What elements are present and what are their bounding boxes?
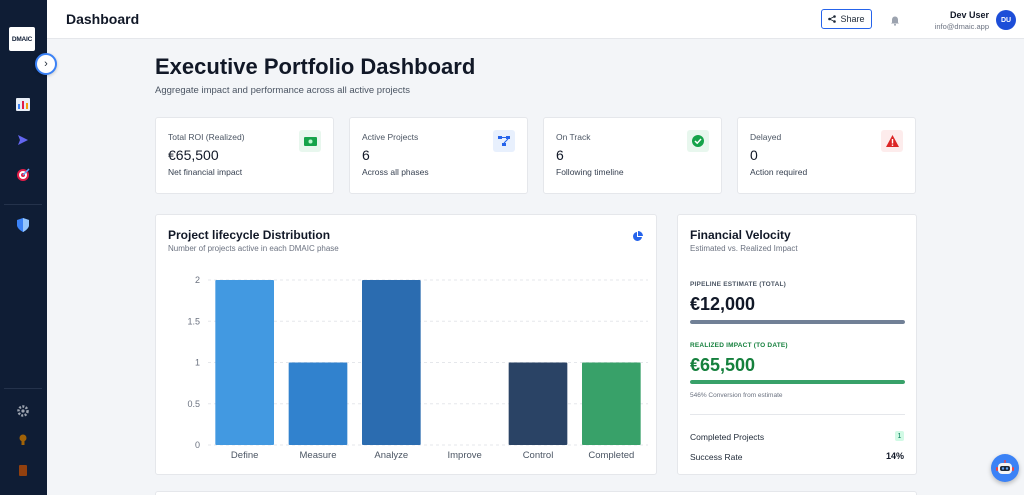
kpi-value: 0 xyxy=(750,147,758,163)
pipeline-label: PIPELINE ESTIMATE (TOTAL) xyxy=(690,281,786,288)
kpi-label: Total ROI (Realized) xyxy=(168,132,245,142)
kpi-value: 6 xyxy=(556,147,564,163)
app-logo[interactable]: DMAIC xyxy=(9,27,35,51)
success-rate-label: Success Rate xyxy=(690,452,743,462)
realized-label: REALIZED IMPACT (TO DATE) xyxy=(690,342,788,349)
kpi-subtext: Net financial impact xyxy=(168,167,243,177)
robot-icon xyxy=(996,460,1014,474)
x-tick-label: Define xyxy=(231,450,258,461)
warning-icon xyxy=(881,130,903,152)
topbar: Dashboard Share Dev User info@dmaic.app … xyxy=(47,0,1024,39)
lifecycle-chart-card: 0 0.5 1 1.5 2 Define Measure Analyze Improve Cont… xyxy=(155,214,657,475)
sidebar-divider xyxy=(4,388,42,389)
kpi-value: 6 xyxy=(362,147,370,163)
y-tick-label: 0.5 xyxy=(187,399,200,409)
kpi-card-active-projects: Active Projects 6 Across all phases xyxy=(349,117,528,194)
kpi-label: Active Projects xyxy=(362,132,419,142)
completed-projects-label: Completed Projects xyxy=(690,432,765,442)
target-icon[interactable] xyxy=(14,166,32,184)
kpi-subtext: Action required xyxy=(750,167,808,177)
network-icon xyxy=(493,130,515,152)
assistant-bot-button[interactable] xyxy=(991,454,1019,482)
money-icon xyxy=(299,130,321,152)
bar-control xyxy=(508,362,568,445)
bar-define xyxy=(215,280,274,445)
y-tick-label: 0 xyxy=(195,440,200,450)
realized-progress-bar xyxy=(690,380,905,384)
x-tick-label: Analyze xyxy=(374,450,408,461)
share-icon xyxy=(828,15,837,23)
kpi-label: On Track xyxy=(556,132,591,142)
success-rate-value: 14% xyxy=(885,451,904,461)
lifecycle-bar-chart: 0 0.5 1 1.5 2 Define Measure Analyze Improve Cont… xyxy=(187,275,648,461)
financial-subtitle: Estimated vs. Realized Impact xyxy=(690,244,798,253)
pipeline-value: €12,000 xyxy=(690,294,756,314)
x-tick-label: Control xyxy=(523,450,554,461)
chart-title: Project lifecycle Distribution xyxy=(168,228,331,242)
pipeline-progress-fill xyxy=(690,320,905,324)
page-title: Dashboard xyxy=(66,11,140,27)
sidebar-collapse-button[interactable]: › xyxy=(35,53,57,75)
play-icon[interactable] xyxy=(14,131,32,149)
kpi-subtext: Following timeline xyxy=(556,167,624,177)
check-circle-icon xyxy=(687,130,709,152)
gear-icon[interactable] xyxy=(14,402,32,420)
sidebar-divider xyxy=(4,204,42,205)
document-icon[interactable] xyxy=(14,461,32,479)
kpi-value: €65,500 xyxy=(168,147,219,163)
pipeline-progress-bar xyxy=(690,320,905,324)
bar-analyze xyxy=(362,280,421,445)
x-tick-label: Measure xyxy=(300,450,337,461)
bar-completed xyxy=(582,362,641,445)
bell-icon[interactable] xyxy=(891,13,901,26)
x-tick-label: Improve xyxy=(448,450,482,461)
pie-chart-icon[interactable] xyxy=(632,229,644,241)
y-tick-label: 2 xyxy=(195,275,200,285)
kpi-card-delayed: Delayed 0 Action required xyxy=(737,117,916,194)
user-name: Dev User xyxy=(949,10,989,20)
dashboard-heading: Executive Portfolio Dashboard xyxy=(155,54,476,79)
chart-icon[interactable] xyxy=(14,95,32,113)
chart-subtitle: Number of projects active in each DMAIC … xyxy=(168,244,339,253)
kpi-subtext: Across all phases xyxy=(362,167,429,177)
x-tick-label: Completed xyxy=(588,450,634,461)
sidebar: DMAIC xyxy=(0,0,47,495)
y-tick-label: 1.5 xyxy=(187,316,200,326)
conversion-note: 546% Conversion from estimate xyxy=(690,392,783,399)
realized-progress-fill xyxy=(690,380,905,384)
financial-title: Financial Velocity xyxy=(690,228,791,242)
completed-projects-badge: 1 xyxy=(895,431,904,441)
kpi-card-on-track: On Track 6 Following timeline xyxy=(543,117,722,194)
y-tick-label: 1 xyxy=(195,358,200,368)
next-section-card xyxy=(155,491,917,495)
user-email: info@dmaic.app xyxy=(934,22,989,31)
chevron-right-icon: › xyxy=(44,58,48,70)
lightbulb-icon[interactable] xyxy=(14,431,32,449)
dashboard-subtitle: Aggregate impact and performance across … xyxy=(155,85,411,96)
bar-measure xyxy=(288,362,348,445)
shield-icon[interactable] xyxy=(14,216,32,234)
kpi-label: Delayed xyxy=(750,132,782,142)
financial-divider xyxy=(690,414,905,415)
share-label: Share xyxy=(840,14,865,24)
realized-value: €65,500 xyxy=(690,355,756,375)
share-button[interactable]: Share xyxy=(821,9,872,29)
financial-velocity-card: Financial Velocity Estimated vs. Realize… xyxy=(677,214,917,475)
avatar[interactable]: DU xyxy=(996,10,1016,30)
kpi-card-total-roi: Total ROI (Realized) €65,500 Net financi… xyxy=(155,117,334,194)
